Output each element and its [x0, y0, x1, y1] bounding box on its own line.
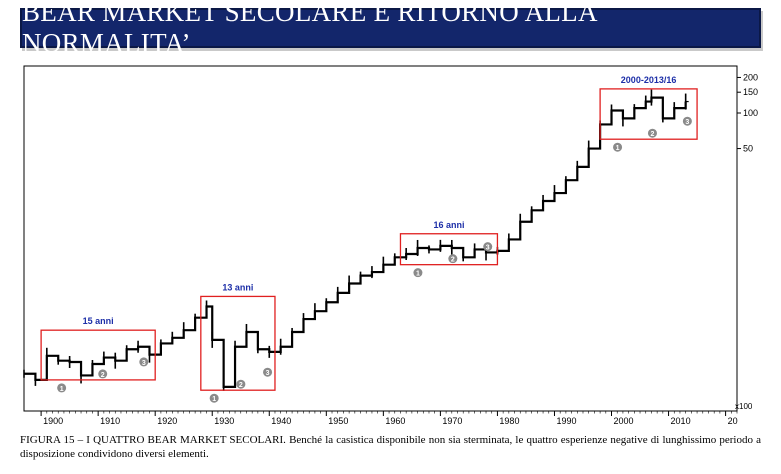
figure-caption: FIGURA 15 – I QUATTRO BEAR MARKET SECOLA…: [20, 433, 761, 461]
period-marker-label: 3: [685, 119, 689, 126]
period-marker: [98, 369, 108, 379]
period-box: [200, 295, 276, 391]
y-tick-label: 100: [743, 108, 758, 118]
period-marker: [263, 367, 273, 377]
x-tick-label: 1910: [100, 416, 120, 426]
period-marker-label: 3: [142, 360, 146, 367]
period-marker: [483, 242, 493, 252]
x-tick-label: 1960: [385, 416, 405, 426]
period-label: 16 anni: [433, 220, 464, 230]
chart-area: 1900 1910 1920 1930 1940 1950 1960 1970 1980 1990…: [0, 60, 781, 432]
period-marker-label: 1: [60, 386, 64, 393]
x-tick-label: 1930: [214, 416, 234, 426]
y-unit-label: x100: [735, 402, 753, 411]
period-label: 13 anni: [222, 282, 253, 292]
period-marker-label: 2: [451, 257, 455, 264]
period-box: [40, 329, 156, 381]
banner-title: BEAR MARKET SECOLARE E RITORNO ALLA NORM…: [22, 0, 597, 58]
figure-banner: BEAR MARKET SECOLARE E RITORNO ALLA NORM…: [20, 0, 761, 58]
period-marker-label: 3: [266, 370, 270, 377]
period-marker: [139, 357, 149, 367]
x-tick-label: 1900: [43, 416, 63, 426]
x-tick-label: 1950: [328, 416, 348, 426]
period-box: [599, 88, 698, 140]
y-tick-label: 50: [743, 144, 753, 154]
x-tick-label: 2000: [614, 416, 634, 426]
x-tick-label: 1980: [499, 416, 519, 426]
y-tick-label: 150: [743, 87, 758, 97]
period-marker: [682, 116, 692, 126]
x-tick-label: 1990: [556, 416, 576, 426]
period-label: 2000-2013/16: [621, 75, 677, 85]
secular-bear-market-chart: 1900 1910 1920 1930 1940 1950 1960 1970 1980 1990…: [23, 65, 758, 426]
period-label: 15 anni: [83, 316, 114, 326]
period-marker: [57, 383, 67, 393]
period-marker-label: 1: [416, 271, 420, 278]
period-marker-label: 1: [212, 396, 216, 403]
period-marker-label: 1: [616, 145, 620, 152]
period-marker-label: 2: [651, 131, 655, 138]
x-tick-label: 2010: [671, 416, 691, 426]
period-marker: [613, 142, 623, 152]
x-tick-label: 1940: [271, 416, 291, 426]
period-marker-label: 2: [239, 382, 243, 389]
period-marker: [647, 128, 657, 138]
x-tick-label: 1920: [157, 416, 177, 426]
plot-frame: [23, 65, 738, 412]
period-marker-label: 3: [486, 245, 490, 252]
period-marker: [448, 254, 458, 264]
period-marker: [209, 393, 219, 403]
y-tick-label: 200: [743, 72, 758, 82]
period-marker-label: 2: [101, 372, 105, 379]
caption-text: FIGURA 15 – I QUATTRO BEAR MARKET SECOLA…: [20, 434, 761, 460]
period-box: [399, 233, 499, 266]
period-marker: [413, 268, 423, 278]
period-marker: [236, 379, 246, 389]
x-tick-label: 1970: [442, 416, 462, 426]
x-tick-label: 20: [728, 416, 738, 426]
